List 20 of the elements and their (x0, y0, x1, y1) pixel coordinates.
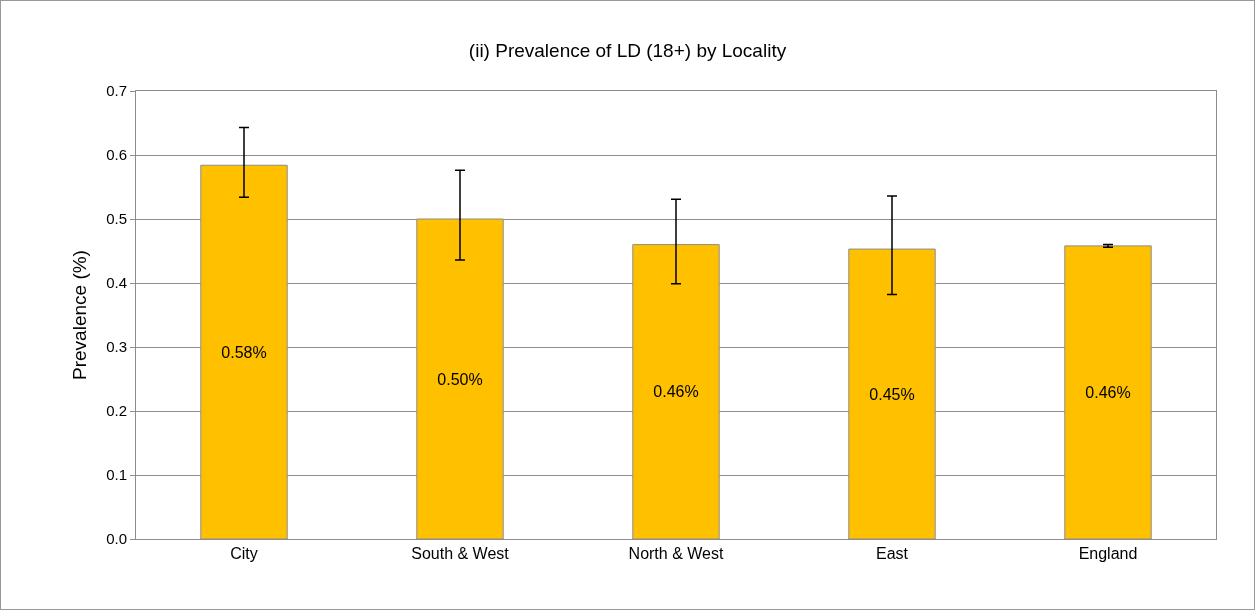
x-tick-label: City (230, 545, 258, 563)
y-tick-label: 0.5 (106, 210, 127, 228)
y-tick-label: 0.7 (106, 82, 127, 100)
y-tick-label: 0.2 (106, 402, 127, 420)
x-tick-label: South & West (411, 545, 510, 563)
y-tick-label: 0.4 (106, 274, 127, 292)
data-label: 0.46% (1085, 383, 1131, 401)
x-tick-label: East (875, 545, 909, 563)
data-label: 0.46% (653, 383, 699, 401)
data-label: 0.45% (869, 385, 915, 403)
chart-title: (ii) Prevalence of LD (18+) by Locality (468, 39, 787, 61)
data-label: 0.58% (221, 343, 267, 361)
y-tick-label: 0.0 (106, 530, 127, 548)
y-tick-label: 0.3 (106, 338, 127, 356)
x-tick-label: North & West (628, 545, 724, 563)
y-tick-label: 0.6 (106, 146, 127, 164)
data-label: 0.50% (437, 370, 483, 388)
y-tick-label: 0.1 (106, 466, 127, 484)
x-tick-label: England (1078, 545, 1138, 563)
y-axis-title: Prevalence (%) (68, 250, 90, 380)
